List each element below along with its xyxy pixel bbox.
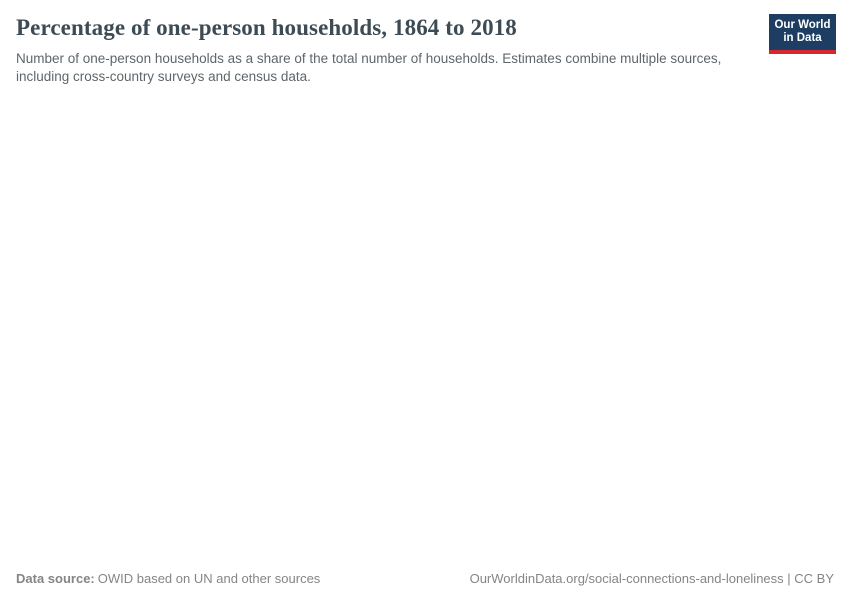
owid-logo-line2: in Data (783, 32, 822, 44)
data-source: Data source: OWID based on UN and other s… (16, 571, 320, 587)
chart-footer: Data source: OWID based on UN and other s… (16, 571, 834, 587)
data-source-value: OWID based on UN and other sources (97, 571, 321, 586)
footer-citation-link[interactable]: OurWorldinData.org/social-connections-an… (469, 571, 834, 586)
chart-subtitle: Number of one-person households as a sha… (16, 50, 722, 84)
chart-title: Percentage of one-person households, 186… (16, 15, 517, 40)
chart-header: Percentage of one-person households, 186… (0, 0, 850, 86)
owid-logo-text: Our World in Data (769, 14, 836, 50)
data-source-label: Data source: (16, 571, 95, 586)
owid-logo: Our World in Data (769, 14, 836, 54)
owid-logo-line1: Our World (774, 19, 831, 31)
owid-logo-red-bar (769, 50, 836, 54)
chart-plot-area-empty (16, 100, 834, 560)
